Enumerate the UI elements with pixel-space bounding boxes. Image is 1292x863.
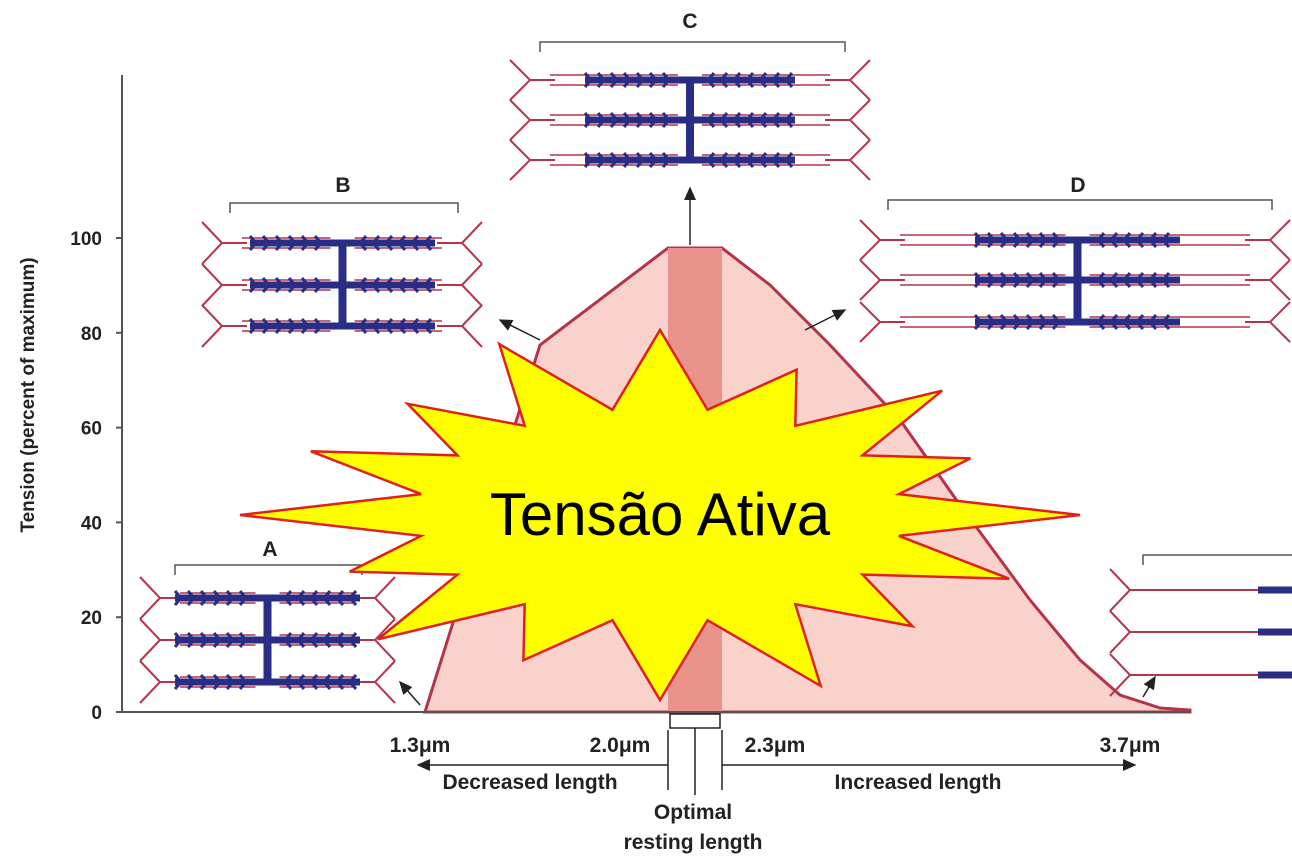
optimal-label: Optimal — [654, 801, 732, 824]
myosin-heads — [173, 674, 358, 690]
x-label: 2.0μm — [590, 734, 651, 757]
z-line — [1109, 568, 1262, 612]
panel-label: C — [682, 10, 697, 33]
myosin-heads — [248, 318, 433, 334]
y-tick-label: 80 — [81, 324, 102, 345]
sarcomere — [509, 59, 871, 181]
sarcomere — [201, 221, 483, 348]
y-axis-label: Tension (percent of maximum) — [18, 257, 39, 532]
myosin-heads — [973, 272, 1171, 288]
z-line — [139, 576, 185, 704]
myosin-heads — [173, 632, 358, 648]
y-tick-label: 20 — [81, 608, 102, 629]
myosin-heads — [973, 314, 1171, 330]
myosin-heads — [248, 235, 433, 251]
sarcomere — [859, 219, 1291, 343]
myosin-heads — [583, 112, 794, 128]
z-line — [437, 221, 483, 348]
z-line — [1245, 219, 1291, 343]
myosin-heads — [248, 277, 433, 293]
z-line — [201, 221, 247, 348]
z-line — [1109, 653, 1262, 697]
x-label: 2.3μm — [745, 734, 806, 757]
z-line — [1109, 610, 1262, 654]
panel-label: A — [262, 538, 277, 561]
callout: Tensão Ativa — [490, 481, 831, 548]
z-line — [509, 59, 555, 181]
sarcomere — [1109, 568, 1292, 697]
y-tick-label: 60 — [81, 419, 102, 440]
decreased-label: Decreased length — [442, 771, 617, 794]
x-label: 3.7μm — [1100, 734, 1161, 757]
z-line — [825, 59, 871, 181]
y-tick-label: 100 — [70, 229, 102, 250]
y-tick-label: 0 — [91, 703, 102, 724]
length-arrows — [416, 713, 1137, 795]
starburst — [239, 327, 1081, 703]
increased-label: Increased length — [835, 771, 1002, 794]
optimal-label: resting length — [624, 831, 763, 854]
myosin-heads — [583, 152, 794, 168]
sarcomere — [139, 576, 396, 704]
z-line — [859, 219, 905, 343]
panel-label: B — [335, 174, 350, 197]
myosin-heads — [973, 232, 1171, 248]
z-line — [350, 576, 396, 704]
y-tick-label: 40 — [81, 513, 102, 534]
myosin-heads — [173, 590, 358, 606]
x-label: 1.3μm — [390, 734, 451, 757]
panel-label: D — [1070, 174, 1085, 197]
myosin-heads — [583, 72, 794, 88]
pointers — [399, 186, 1156, 706]
